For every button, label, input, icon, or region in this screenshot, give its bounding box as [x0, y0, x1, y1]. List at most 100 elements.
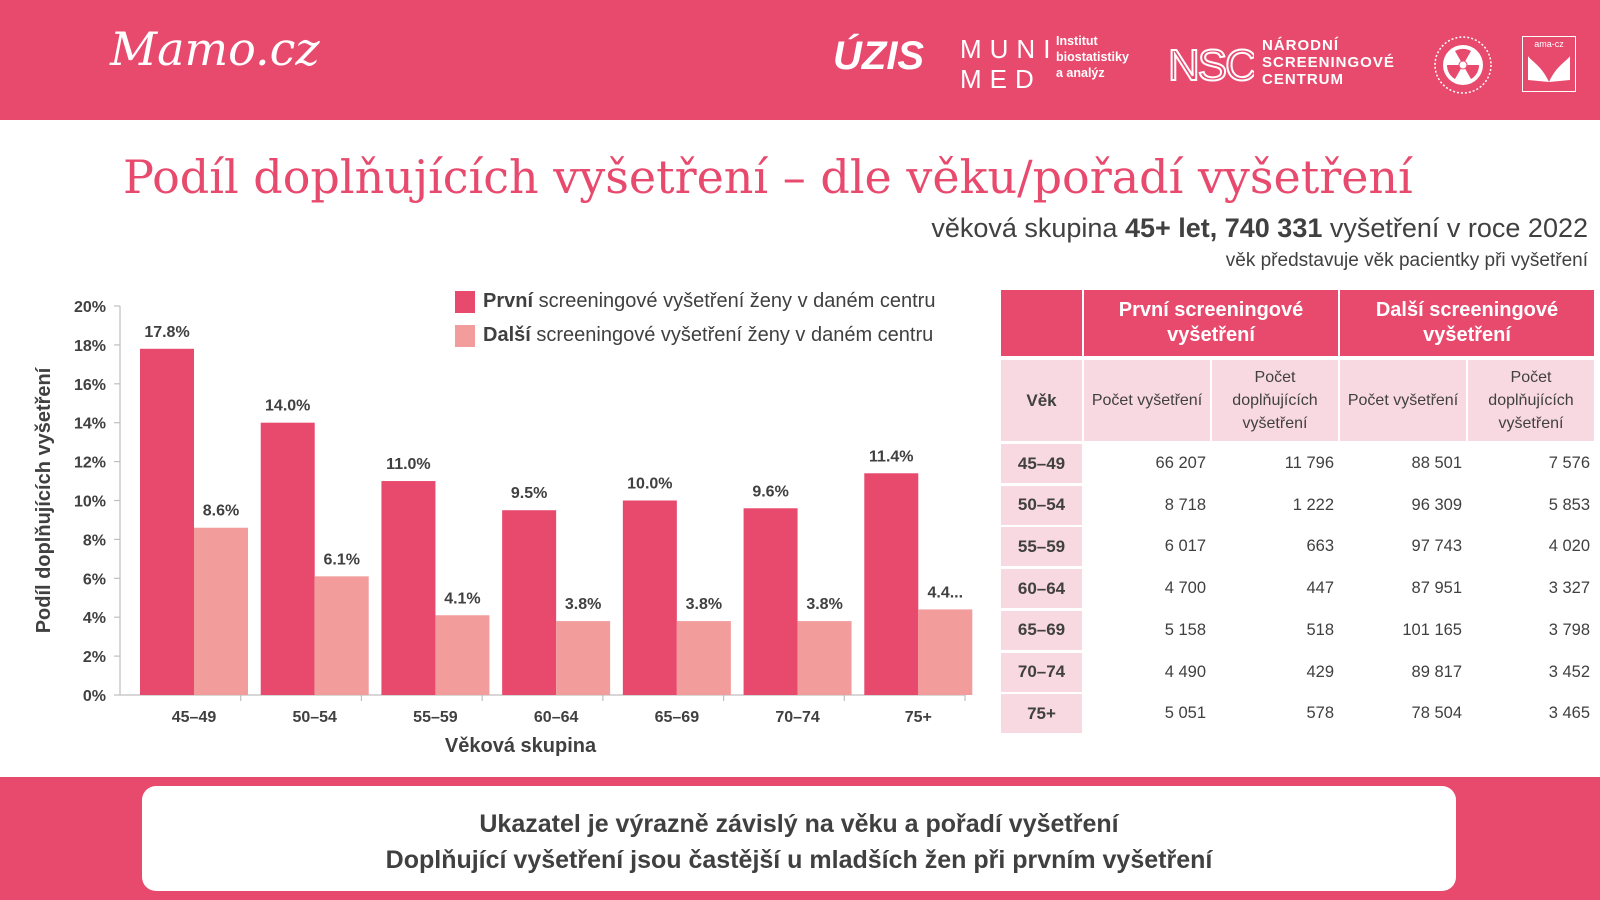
bar-next [194, 527, 248, 695]
bar-first [140, 348, 194, 695]
muni-sub-line: biostatistiky [1056, 50, 1129, 64]
table-age-cell: 75+ [1001, 694, 1082, 734]
table-header-corner [1001, 290, 1082, 356]
data-label: 17.8% [144, 324, 189, 341]
data-label: 3.8% [806, 596, 842, 613]
legend-item-first: První screeningové vyšetření ženy v dané… [455, 288, 935, 322]
conclusion-line-1: Ukazatel je výrazně závislý na věku a po… [479, 810, 1119, 838]
y-tick-label: 8% [83, 532, 106, 549]
uzis-logo-text: ÚZIS [833, 34, 925, 78]
conclusion-box: Ukazatel je výrazně závislý na věku a po… [142, 786, 1456, 891]
x-tick-label: 45–49 [172, 709, 217, 726]
table-cell: 89 817 [1411, 662, 1462, 681]
muni-med-logo: MUNI MED [960, 34, 1058, 94]
data-label: 3.8% [686, 596, 722, 613]
bar-first [502, 510, 557, 695]
table-cell: 78 504 [1411, 704, 1462, 723]
bar-next [435, 615, 490, 695]
x-tick-label: 55–59 [413, 709, 458, 726]
data-label: 10.0% [627, 476, 672, 493]
data-label: 11.0% [386, 456, 430, 473]
subtitle-bold: 45+ let, 740 331 [1124, 213, 1323, 243]
butterfly-icon [1527, 55, 1570, 82]
table-cell: 518 [1306, 620, 1334, 639]
y-tick-label: 10% [74, 494, 106, 511]
y-tick-label: 18% [74, 338, 106, 355]
ama-logo: ama-cz [1522, 36, 1576, 92]
table-cell: 3 798 [1548, 620, 1590, 639]
table-cell: 3 327 [1548, 579, 1590, 598]
table-cell: 3 452 [1548, 662, 1590, 681]
table-cell: 96 309 [1411, 495, 1462, 514]
x-tick-label: 70–74 [775, 709, 820, 726]
muni-sub-line: Institut [1056, 34, 1098, 48]
legend-swatch-next [455, 325, 475, 347]
nsc-label-line: NÁRODNÍ [1262, 37, 1339, 54]
table-group-header: První screeningové vyšetření [1084, 290, 1338, 356]
y-tick-label: 14% [74, 416, 106, 433]
radiology-society-logo [1434, 36, 1492, 94]
page-title: Podíl doplňujících vyšetření – dle věku/… [123, 150, 1413, 204]
table-cell: 5 158 [1164, 620, 1206, 639]
nsc-logo-text: NSC [1168, 41, 1254, 88]
table-cell: 578 [1306, 704, 1334, 723]
bar-next [797, 621, 852, 695]
table-cell: 3 465 [1548, 704, 1590, 723]
subtitle-note: věk představuje věk pacientky při vyšetř… [1225, 250, 1588, 271]
legend-text: screeningové vyšetření ženy v daném cent… [533, 290, 936, 312]
table-cell: 4 490 [1164, 662, 1206, 681]
y-axis-title: Podíl doplňujících vyšetření [33, 366, 55, 633]
table-cell: 663 [1306, 537, 1334, 556]
bar-next [918, 609, 973, 695]
table-age-cell: 55–59 [1001, 527, 1082, 567]
table-column-header: Počet vyšetření [1340, 360, 1466, 441]
subtitle-suffix: vyšetření v roce 2022 [1322, 213, 1588, 243]
table-column-header: Počet vyšetření [1084, 360, 1210, 441]
table-cell: 66 207 [1155, 454, 1206, 472]
bar-next [314, 576, 369, 695]
bar-first [381, 481, 436, 695]
table-cell: 429 [1306, 662, 1334, 681]
table-age-cell: 60–64 [1001, 569, 1082, 609]
bar-first [260, 422, 315, 695]
table-group-header: Další screeningové vyšetření [1340, 290, 1594, 356]
data-label: 9.6% [752, 483, 788, 500]
table-age-cell: 45–49 [1001, 444, 1082, 483]
header-band [0, 0, 1600, 120]
x-tick-label: 60–64 [534, 709, 579, 726]
data-label: 9.5% [511, 485, 547, 502]
muni-logo-line2: MED [960, 64, 1042, 94]
mamo-logo[interactable]: Mamo.cz [110, 22, 320, 76]
conclusion-line-2: Doplňující vyšetření jsou častější u mla… [385, 846, 1213, 874]
x-tick-label: 65–69 [655, 709, 700, 726]
y-tick-label: 16% [74, 377, 106, 394]
legend-item-next: Další screeningové vyšetření ženy v dané… [455, 322, 935, 356]
table-cell: 4 020 [1548, 537, 1590, 556]
table-cell: 8 718 [1164, 495, 1206, 514]
bar-first [864, 473, 919, 695]
nsc-logo: NSC [1168, 40, 1254, 88]
legend-bold: Další [483, 324, 531, 346]
uzis-logo: ÚZIS ČR [833, 34, 925, 101]
y-tick-label: 12% [74, 455, 106, 472]
data-label: 8.6% [203, 503, 239, 520]
y-tick-label: 6% [83, 571, 106, 588]
table-cell: 5 853 [1548, 495, 1590, 514]
y-tick-label: 2% [83, 649, 106, 666]
y-tick-label: 20% [74, 299, 106, 316]
table-age-cell: 70–74 [1001, 652, 1082, 692]
data-label: 6.1% [323, 551, 359, 568]
table-age-cell: 65–69 [1001, 610, 1082, 650]
table-cell: 11 796 [1284, 454, 1334, 472]
table-cell: 6 017 [1164, 537, 1206, 556]
legend-bold: První [483, 290, 534, 312]
subtitle-prefix: věková skupina [931, 213, 1125, 243]
table-cell: 101 165 [1402, 620, 1462, 639]
nsc-logo-label: NÁRODNÍ SCREENINGOVÉ CENTRUM [1262, 37, 1395, 88]
bar-first [743, 508, 798, 695]
data-label: 3.8% [565, 596, 601, 613]
legend-text: screeningové vyšetření ženy v daném cent… [530, 324, 934, 346]
table-cell: 5 051 [1164, 704, 1206, 723]
bar-chart: 0% 2% 4% 6% 8% 10% 12% 14% 16% 18% 20% 17.8% 8.6% 45–… [33, 299, 973, 757]
table-cell: 97 743 [1411, 537, 1462, 556]
